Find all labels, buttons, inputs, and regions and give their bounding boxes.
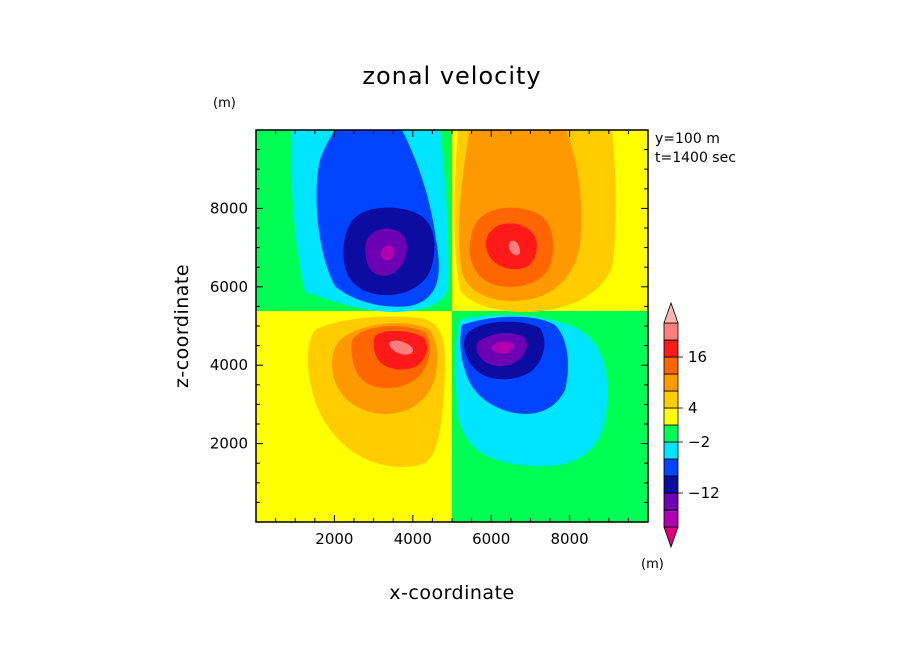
tick-marks [256, 130, 648, 522]
y-tick-label: 8000 [210, 199, 248, 217]
x-axis-label: x-coordinate [389, 582, 514, 604]
colorbar-swatch [663, 322, 679, 341]
colorbar-swatch [663, 424, 679, 443]
contour-upper-right-core [508, 240, 521, 256]
y-tick-label: 6000 [210, 278, 248, 296]
x-tick-label: 4000 [394, 530, 432, 548]
colorbar-swatch [663, 407, 679, 426]
y-tick-label: 2000 [210, 435, 248, 453]
colorbar-label: −12 [688, 484, 720, 502]
y-axis-label: z-coordinate [171, 264, 193, 388]
annotation-y: y=100 m [655, 131, 720, 147]
colorbar-swatch [663, 390, 679, 409]
chart-title: zonal velocity [362, 62, 541, 90]
contour-lower-right-core [491, 341, 514, 354]
colorbar-label: 16 [688, 348, 707, 366]
colorbar-label: −2 [688, 433, 710, 451]
colorbar-swatch [663, 441, 679, 460]
annotation-time: t=1400 sec [655, 150, 736, 166]
colorbar-labels: 16 4 −2 −12 [688, 348, 720, 502]
colorbar [663, 301, 683, 549]
plot-area [255, 129, 649, 523]
colorbar-max-triangle [663, 301, 679, 324]
y-unit-label: (m) [213, 96, 236, 111]
y-tick-label: 4000 [210, 356, 248, 374]
x-tick-label: 8000 [551, 530, 589, 548]
x-tick-label: 6000 [472, 530, 510, 548]
colorbar-swatch [663, 373, 679, 392]
y-tick-labels: 2000 4000 6000 8000 [210, 199, 248, 452]
colorbar-swatch [663, 356, 679, 375]
colorbar-swatch [663, 509, 679, 528]
colorbar-swatch [663, 458, 679, 477]
colorbar-label: 4 [688, 399, 698, 417]
contour-upper-left-core [380, 245, 394, 261]
colorbar-swatch [663, 339, 679, 358]
colorbar-unit-label: (m) [641, 557, 664, 572]
colorbar-min-triangle [663, 526, 679, 549]
x-tick-labels: 2000 4000 6000 8000 [315, 530, 588, 548]
colorbar-swatch [663, 492, 679, 511]
colorbar-swatch [663, 475, 679, 494]
x-tick-label: 2000 [315, 530, 353, 548]
contour-lower-left-core [389, 340, 414, 355]
